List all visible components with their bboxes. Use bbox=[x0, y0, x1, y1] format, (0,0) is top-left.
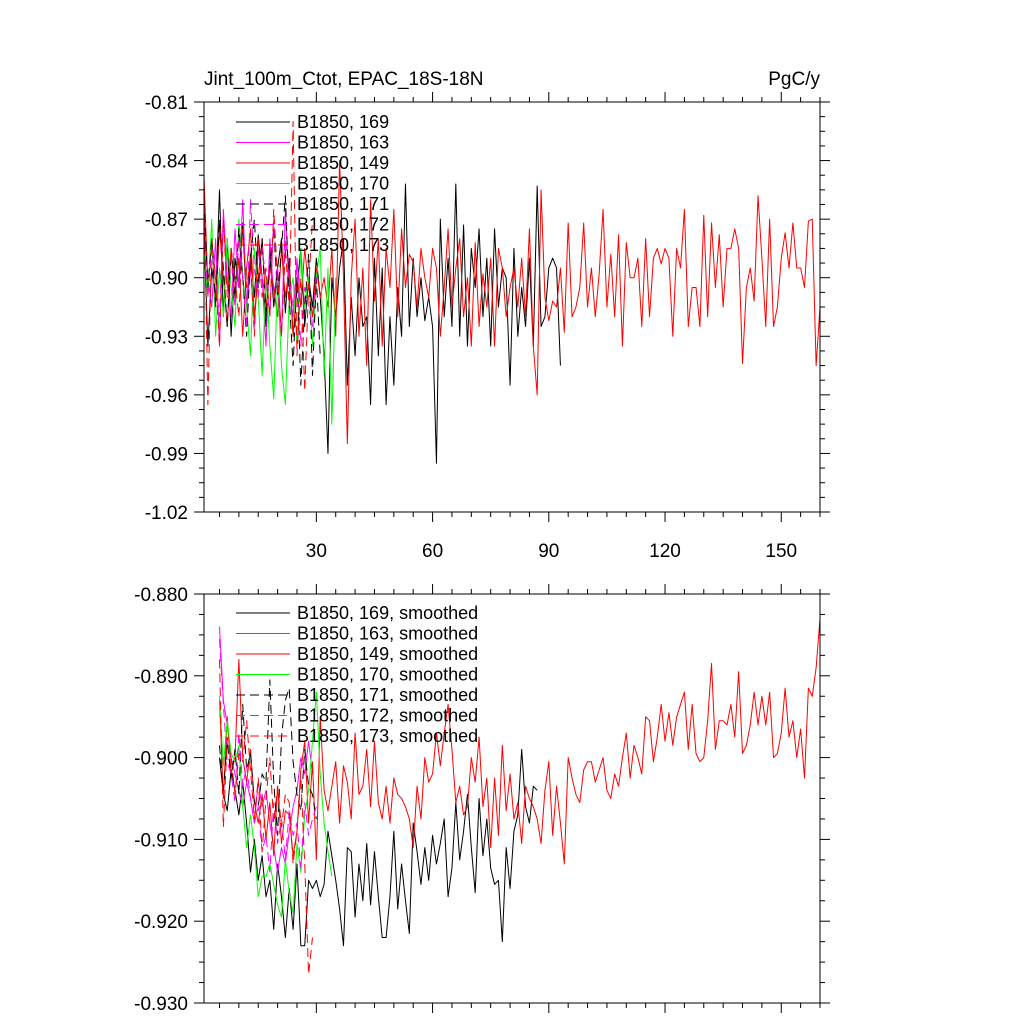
y-tick-label: -0.90 bbox=[145, 269, 188, 290]
y-tick-label: -0.87 bbox=[145, 210, 188, 231]
y-tick-label: -0.99 bbox=[145, 444, 188, 465]
y-tick-label: -1.02 bbox=[145, 503, 188, 524]
y-tick-label: -0.81 bbox=[145, 93, 188, 114]
legend-label-1: B1850, 163, smoothed bbox=[297, 624, 478, 644]
series-line-5 bbox=[219, 638, 317, 873]
legend-label-0: B1850, 169 bbox=[297, 112, 389, 132]
legend-label-2: B1850, 149 bbox=[297, 153, 389, 173]
y-tick-label: -0.890 bbox=[134, 667, 188, 688]
y-tick-label: -0.880 bbox=[134, 585, 188, 606]
legend-label-5: B1850, 172 bbox=[297, 215, 389, 235]
series-line-4 bbox=[204, 195, 321, 386]
series-line-5 bbox=[204, 199, 317, 347]
series-line-6 bbox=[204, 121, 313, 406]
legend-label-3: B1850, 170 bbox=[297, 174, 389, 194]
legend-label-4: B1850, 171, smoothed bbox=[297, 685, 478, 705]
x-tick-label: 90 bbox=[538, 541, 559, 562]
y-tick-label: -0.93 bbox=[145, 327, 188, 348]
legend-label-0: B1850, 169, smoothed bbox=[297, 603, 478, 623]
x-tick-label: 120 bbox=[649, 541, 681, 562]
legend-label-6: B1850, 173, smoothed bbox=[297, 726, 478, 746]
x-tick-label: 30 bbox=[306, 541, 327, 562]
units-label: PgC/y bbox=[768, 69, 820, 90]
series-line-4 bbox=[219, 679, 317, 836]
legend-label-1: B1850, 163 bbox=[297, 133, 389, 153]
bottom-panel: -0.930 -0.920 -0.910 -0.900 -0.890 -0.880 B185… bbox=[134, 584, 830, 1015]
y-tick-label: -0.910 bbox=[134, 830, 188, 851]
y-tick-label: -0.920 bbox=[134, 912, 188, 933]
legend-label-2: B1850, 149, smoothed bbox=[297, 644, 478, 664]
top-panel: -1.02 -0.99 -0.96 -0.93 -0.90 -0.87 -0.84 -0.81… bbox=[145, 69, 830, 562]
series-line-3 bbox=[219, 691, 333, 918]
series-line-0 bbox=[219, 748, 538, 947]
x-tick-label: 60 bbox=[422, 541, 443, 562]
y-tick-label: -0.900 bbox=[134, 749, 188, 770]
legend-label-5: B1850, 172, smoothed bbox=[297, 706, 478, 726]
series-line-6 bbox=[219, 659, 313, 975]
y-tick-label: -0.96 bbox=[145, 386, 188, 407]
y-tick-label: -0.930 bbox=[134, 994, 188, 1015]
legend-label-3: B1850, 170, smoothed bbox=[297, 665, 478, 685]
x-tick-label: 150 bbox=[765, 541, 797, 562]
legend-label-4: B1850, 171 bbox=[297, 194, 389, 214]
series-group bbox=[204, 121, 820, 464]
series-group bbox=[219, 618, 820, 975]
legend-label-6: B1850, 173 bbox=[297, 235, 389, 255]
chart-title: Jint_100m_Ctot, EPAC_18S-18N bbox=[204, 69, 484, 90]
series-line-2 bbox=[219, 618, 820, 865]
y-tick-label: -0.84 bbox=[145, 152, 189, 173]
